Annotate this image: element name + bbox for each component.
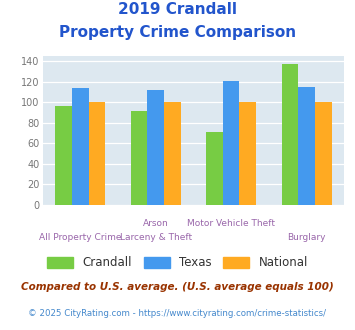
Legend: Crandall, Texas, National: Crandall, Texas, National (42, 252, 313, 274)
Bar (298, 87, 315, 205)
Bar (240, 102, 256, 205)
Bar (55, 106, 72, 205)
Text: All Property Crime: All Property Crime (39, 233, 121, 242)
Bar (282, 64, 298, 205)
Bar (147, 90, 164, 205)
Text: Larceny & Theft: Larceny & Theft (120, 233, 192, 242)
Text: Arson: Arson (143, 219, 169, 228)
Text: Property Crime Comparison: Property Crime Comparison (59, 25, 296, 40)
Bar (89, 102, 105, 205)
Bar (164, 102, 181, 205)
Text: Compared to U.S. average. (U.S. average equals 100): Compared to U.S. average. (U.S. average … (21, 282, 334, 292)
Text: Motor Vehicle Theft: Motor Vehicle Theft (187, 219, 275, 228)
Bar (72, 88, 89, 205)
Bar (131, 112, 147, 205)
Bar (315, 102, 332, 205)
Bar (206, 132, 223, 205)
Text: © 2025 CityRating.com - https://www.cityrating.com/crime-statistics/: © 2025 CityRating.com - https://www.city… (28, 309, 327, 317)
Text: Burglary: Burglary (288, 233, 326, 242)
Bar (223, 81, 240, 205)
Text: 2019 Crandall: 2019 Crandall (118, 2, 237, 16)
